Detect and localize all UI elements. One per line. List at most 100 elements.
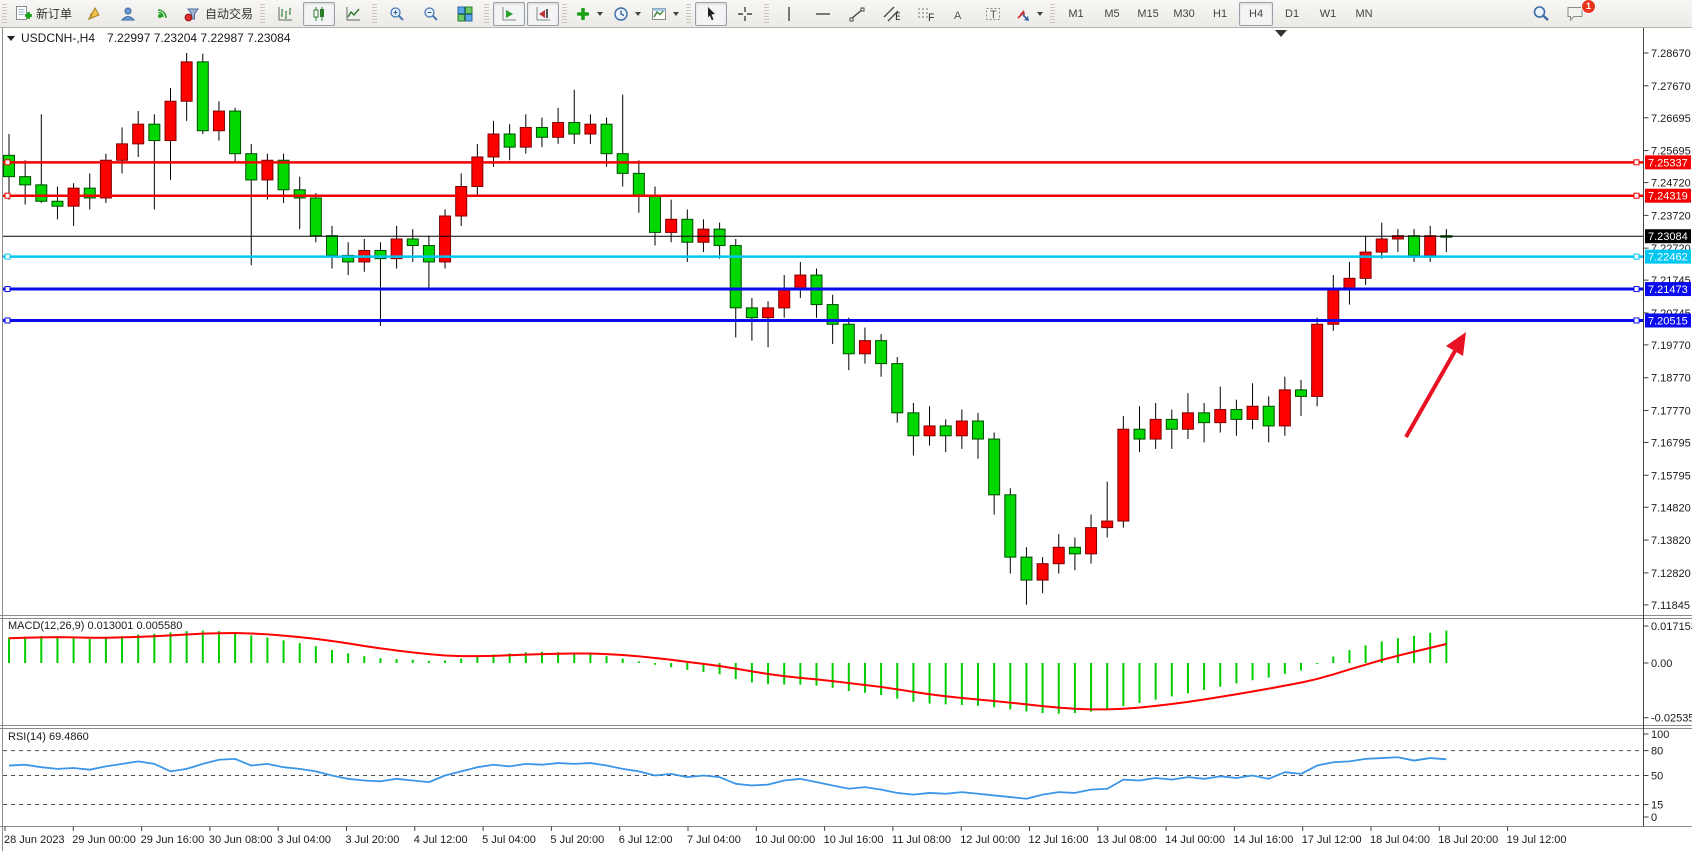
horizontal-line-tool-button[interactable]: [807, 2, 839, 26]
profiles-button[interactable]: [78, 2, 110, 26]
candle-body-bear: [503, 133, 516, 148]
toolbar-grip[interactable]: [764, 3, 770, 24]
periods-button[interactable]: [609, 2, 645, 26]
crosshair-icon: [738, 6, 753, 21]
line-handle[interactable]: [4, 192, 11, 199]
candle-body-bull: [778, 287, 791, 309]
timeframe-m5-button[interactable]: M5: [1104, 7, 1120, 20]
timeframe-m30-button[interactable]: M30: [1173, 7, 1195, 20]
zoom-in-button[interactable]: [381, 2, 413, 26]
macd-signal-line: [8, 632, 1447, 711]
rsi-axis-label: 100: [1651, 729, 1669, 741]
candle-body-bull: [697, 228, 710, 243]
time-tick-label: 4 Jul 12:00: [414, 834, 468, 846]
chart-shift-button[interactable]: [527, 1, 560, 26]
candle-body-bear: [19, 176, 32, 186]
time-tick-label: 14 Jul 00:00: [1165, 834, 1225, 846]
timeframe-w1-button[interactable]: W1: [1319, 7, 1337, 20]
trend-arrow-head[interactable]: [1446, 332, 1466, 356]
channel-tool-button[interactable]: E: [875, 2, 907, 26]
price-axis[interactable]: 7.28670 7.27670 7.26695 7.25695 7.24720 7.237…: [1643, 27, 1692, 827]
chart-candles-button[interactable]: [303, 1, 336, 26]
timeframe-m15-button[interactable]: M15: [1137, 7, 1159, 20]
line-handle[interactable]: [1633, 286, 1640, 293]
zoom-out-button[interactable]: [415, 2, 447, 26]
line-handle[interactable]: [1633, 192, 1640, 199]
candle-body-bear: [600, 123, 613, 155]
cursor-button[interactable]: [695, 1, 728, 26]
fibonacci-tool-button[interactable]: F: [909, 2, 941, 26]
text-label-tool-button[interactable]: T: [977, 2, 1009, 26]
tile-windows-button[interactable]: [449, 2, 481, 26]
time-tick-label: 7 Jul 04:00: [687, 834, 741, 846]
line-handle[interactable]: [4, 253, 11, 260]
timeframe-m1-button[interactable]: M1: [1068, 7, 1084, 20]
trend-arrow-annotation[interactable]: [1404, 332, 1466, 438]
time-tick-label: 12 Jul 00:00: [960, 834, 1020, 846]
line-handle[interactable]: [4, 159, 11, 166]
time-axis[interactable]: 28 Jun 2023 29 Jun 00:00 29 Jun 16:00 30 Ju…: [4, 826, 1567, 847]
new-order-button[interactable]: 新订单: [11, 2, 76, 26]
arrows-tool-button[interactable]: [1011, 2, 1047, 26]
line-handle[interactable]: [1633, 159, 1640, 166]
candle-body-bull: [923, 425, 936, 437]
timeframe-h4-button[interactable]: H4: [1239, 1, 1274, 26]
macd-axis-label: 0.017153: [1651, 621, 1692, 633]
signals-button[interactable]: [146, 2, 178, 26]
candle-body-bull: [762, 307, 775, 319]
line-handle[interactable]: [1633, 253, 1640, 260]
candle-body-bear: [83, 187, 96, 199]
svg-text:7.20515: 7.20515: [1648, 315, 1688, 327]
candle-body-bear: [1133, 428, 1146, 440]
candle-body-bear: [293, 189, 306, 199]
candle-body-bear: [649, 195, 661, 233]
toolbar-grip[interactable]: [372, 3, 378, 24]
toolbar-grip[interactable]: [686, 3, 692, 24]
toolbar-grip[interactable]: [562, 3, 568, 24]
candle-body-bear: [277, 159, 290, 191]
search-button[interactable]: [1525, 2, 1557, 26]
price-tick-label: 7.16795: [1651, 438, 1691, 450]
candle-body-bear: [713, 228, 726, 247]
candle-body-bull: [132, 123, 145, 145]
auto-scroll-button[interactable]: [493, 1, 526, 26]
toolbar-grip[interactable]: [484, 3, 490, 24]
svg-text:7.23084: 7.23084: [1648, 231, 1688, 243]
line-handle[interactable]: [4, 286, 11, 293]
toolbar-grip[interactable]: [1050, 3, 1056, 24]
line-handle[interactable]: [4, 317, 11, 324]
vertical-line-tool-button[interactable]: [773, 2, 805, 26]
trendline-tool-button[interactable]: [841, 2, 873, 26]
chart-shift-marker-icon[interactable]: [1275, 30, 1287, 37]
trend-arrow-shaft[interactable]: [1404, 350, 1457, 438]
candle-body-bear: [1198, 412, 1211, 424]
market-watch-button[interactable]: [112, 2, 144, 26]
notifications-button[interactable]: 1: [1559, 0, 1596, 26]
timeframe-d1-button[interactable]: D1: [1285, 7, 1300, 20]
timeframe-h1-button[interactable]: H1: [1213, 7, 1228, 20]
main-toolbar: 新订单 自动交易: [0, 0, 1692, 28]
indicators-button[interactable]: [571, 2, 607, 26]
candle-body-bear: [374, 249, 387, 260]
chart-bars-button[interactable]: [269, 2, 301, 26]
candle-body-bull: [1246, 405, 1259, 420]
auto-trading-button[interactable]: 自动交易: [180, 2, 257, 26]
templates-button[interactable]: [647, 2, 683, 26]
time-tick-label: 19 Jul 12:00: [1507, 834, 1567, 846]
crosshair-button[interactable]: [729, 2, 761, 26]
arrow-shapes-icon: [1017, 9, 1030, 21]
chart-line-button[interactable]: [337, 2, 369, 26]
candle-body-bull: [390, 238, 403, 260]
signals-icon: [157, 8, 167, 18]
price-tick-label: 7.11845: [1651, 600, 1690, 612]
time-tick-label: 18 Jul 04:00: [1370, 834, 1430, 846]
text-tool-button[interactable]: A: [943, 2, 975, 26]
toolbar-grip[interactable]: [260, 3, 266, 24]
line-handle[interactable]: [1633, 317, 1640, 324]
timeframe-mn-button[interactable]: MN: [1355, 7, 1373, 20]
time-tick-label: 11 Jul 08:00: [892, 834, 951, 846]
toolbar-grip[interactable]: [2, 3, 7, 24]
price-tick-label: 7.14820: [1651, 502, 1691, 514]
candle-body-bear: [1295, 389, 1307, 397]
